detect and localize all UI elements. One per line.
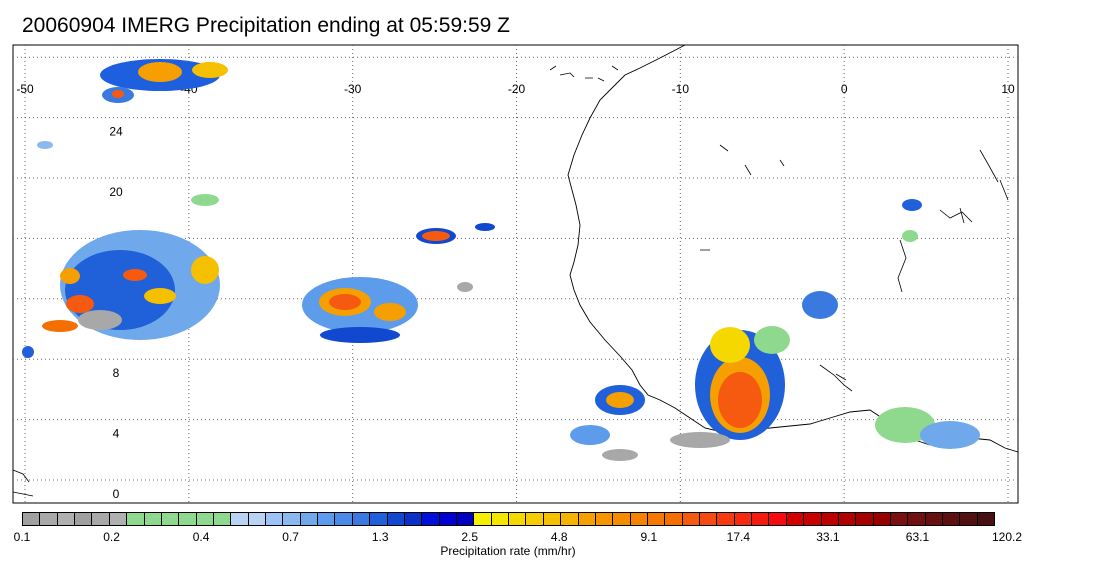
colorbar-cell <box>943 513 961 525</box>
colorbar-cell <box>161 513 180 525</box>
latitude-label: 8 <box>113 366 120 380</box>
colorbar-cell <box>647 513 666 525</box>
colorbar-cell <box>144 513 162 525</box>
colorbar-cell <box>665 513 683 525</box>
colorbar-cell <box>92 513 110 525</box>
colorbar-tick-label: 63.1 <box>905 530 930 544</box>
colorbar-tick-label: 0.2 <box>103 530 120 544</box>
colorbar-tick-label: 0.4 <box>192 530 210 544</box>
map-frame <box>12 44 1019 504</box>
colorbar-cell <box>804 513 822 525</box>
longitude-label: 0 <box>841 82 848 96</box>
longitude-label: -10 <box>672 82 690 96</box>
colorbar-tick-label: 0.1 <box>13 530 31 544</box>
colorbar-cell <box>300 513 319 525</box>
colorbar-cell <box>109 513 128 525</box>
colorbar-cell <box>925 513 944 525</box>
colorbar-cell <box>213 513 232 525</box>
colorbar-cell <box>908 513 926 525</box>
colorbar-cell <box>491 513 510 525</box>
colorbar-tick-label: 33.1 <box>816 530 840 544</box>
colorbar-cell <box>682 513 701 525</box>
colorbar-cell <box>526 513 544 525</box>
colorbar-cell <box>613 513 631 525</box>
colorbar-title: Precipitation rate (mm/hr) <box>440 544 576 558</box>
colorbar-cell <box>352 513 371 525</box>
coastline-islands <box>12 65 619 497</box>
colorbar-cell <box>700 513 718 525</box>
colorbar-cell <box>595 513 614 525</box>
colorbar-tick-label: 9.1 <box>640 530 658 544</box>
colorbar-cell <box>630 513 648 525</box>
colorbar-cell <box>370 513 388 525</box>
colorbar-cell <box>873 513 891 525</box>
colorbar-cell <box>40 513 58 525</box>
colorbar-cell <box>821 513 839 525</box>
colorbar-cell <box>890 513 909 525</box>
colorbar-cell <box>127 513 145 525</box>
map-title: 20060904 IMERG Precipitation ending at 0… <box>22 14 510 37</box>
colorbar-cell <box>266 513 284 525</box>
colorbar-cell <box>509 513 527 525</box>
latitude-label: 0 <box>113 487 120 501</box>
colorbar-cell <box>561 513 579 525</box>
longitude-label: -20 <box>508 82 526 96</box>
colorbar-cell <box>318 513 336 525</box>
latitude-label: 4 <box>113 427 120 441</box>
colorbar-tick-label: 0.7 <box>282 530 299 544</box>
colorbar-cell <box>422 513 440 525</box>
colorbar-cell <box>717 513 735 525</box>
colorbar-tick-label: 1.3 <box>371 530 389 544</box>
latitude-label: 24 <box>109 125 123 139</box>
colorbar-cell <box>977 513 995 525</box>
colorbar-cell <box>387 513 405 525</box>
colorbar-cell <box>786 513 805 525</box>
colorbar-cell <box>248 513 267 525</box>
longitude-label: 10 <box>1001 82 1015 96</box>
precipitation-field <box>22 59 980 461</box>
colorbar-cell <box>23 513 41 525</box>
colorbar-cell <box>335 513 353 525</box>
colorbar-tick-label: 2.5 <box>461 530 479 544</box>
colorbar-cell <box>231 513 249 525</box>
colorbar-cell <box>404 513 423 525</box>
colorbar-cell <box>578 513 596 525</box>
colorbar-cell <box>474 513 492 525</box>
inland-waters <box>700 144 1009 392</box>
colorbar <box>22 512 995 526</box>
colorbar-cell <box>75 513 93 525</box>
colorbar-cell <box>769 513 787 525</box>
colorbar-tick-label: 4.8 <box>550 530 568 544</box>
colorbar-tick-label: 17.4 <box>726 530 751 544</box>
colorbar-tick-label: 120.2 <box>991 530 1023 544</box>
colorbar-cell <box>283 513 301 525</box>
colorbar-cell <box>179 513 197 525</box>
longitude-label: -50 <box>16 82 34 96</box>
colorbar-cell <box>439 513 457 525</box>
colorbar-cell <box>734 513 753 525</box>
longitude-label: -30 <box>344 82 362 96</box>
colorbar-cell <box>57 513 76 525</box>
colorbar-cell <box>856 513 874 525</box>
colorbar-cell <box>543 513 562 525</box>
colorbar-cell <box>456 513 475 525</box>
latitude-label: 20 <box>109 185 123 199</box>
colorbar-cell <box>838 513 857 525</box>
colorbar-cell <box>960 513 978 525</box>
colorbar-cell <box>752 513 770 525</box>
colorbar-cell <box>196 513 214 525</box>
